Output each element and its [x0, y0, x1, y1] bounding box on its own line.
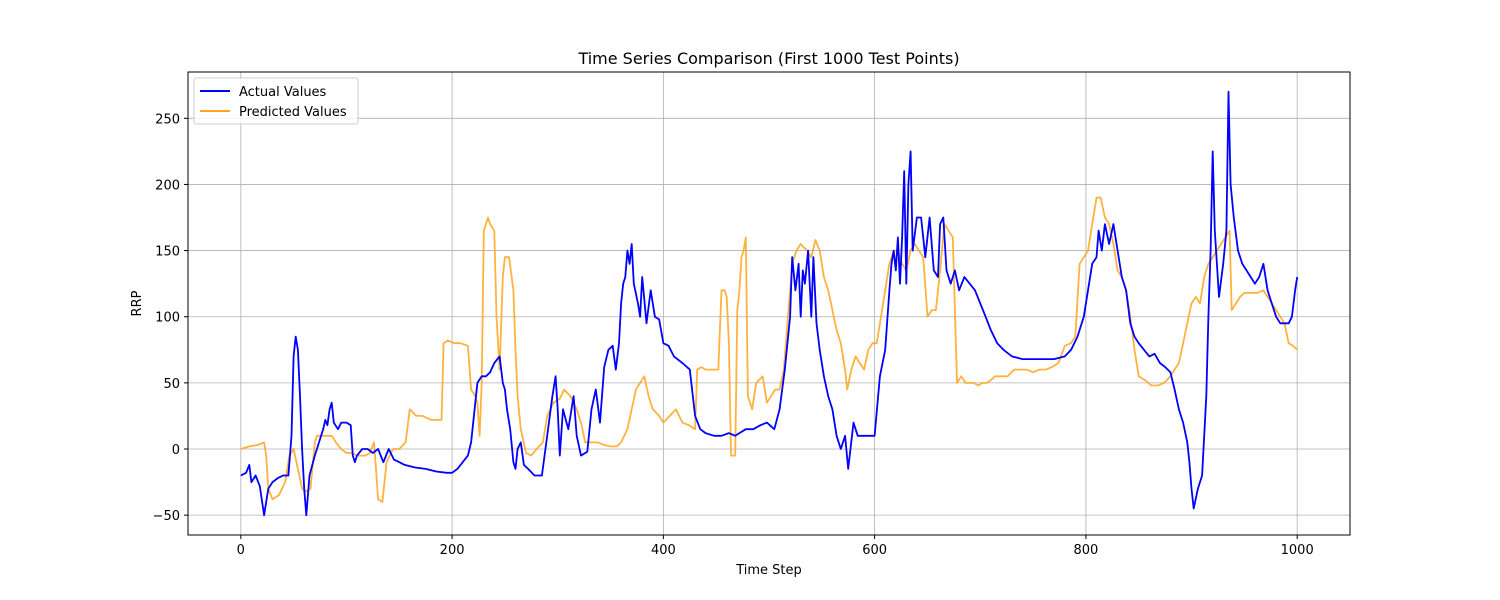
- y-tick-label: 0: [172, 443, 180, 458]
- x-tick-label: 1000: [1281, 543, 1314, 558]
- x-tick-label: 800: [1073, 543, 1098, 558]
- y-tick-label: −50: [153, 509, 180, 524]
- x-tick-label: 600: [862, 543, 887, 558]
- y-tick-label: 50: [163, 377, 180, 392]
- chart-title: Time Series Comparison (First 1000 Test …: [577, 49, 959, 68]
- legend: Actual Values Predicted Values: [193, 77, 359, 125]
- plot-area-frame: [187, 71, 1351, 536]
- y-tick-label: 200: [155, 178, 180, 193]
- legend-label-predicted: Predicted Values: [239, 105, 347, 120]
- series-line-actual: [240, 90, 1299, 517]
- grid-lines: [188, 72, 1350, 535]
- legend-label-actual: Actual Values: [239, 85, 327, 100]
- axis-ticks: 0 200 400 600 800 1000 −50 0 50 100 150 200 250: [153, 112, 1314, 558]
- series-line-predicted: [240, 196, 1298, 503]
- series-lines: [240, 90, 1299, 517]
- y-tick-label: 250: [155, 112, 180, 127]
- x-tick-label: 0: [237, 543, 245, 558]
- y-tick-label: 100: [155, 311, 180, 326]
- x-tick-label: 400: [651, 543, 676, 558]
- x-axis-label: Time Step: [735, 563, 802, 578]
- legend-box: [193, 77, 359, 125]
- y-tick-label: 150: [155, 245, 180, 260]
- y-axis-label: RRP: [130, 290, 145, 316]
- x-tick-label: 200: [440, 543, 465, 558]
